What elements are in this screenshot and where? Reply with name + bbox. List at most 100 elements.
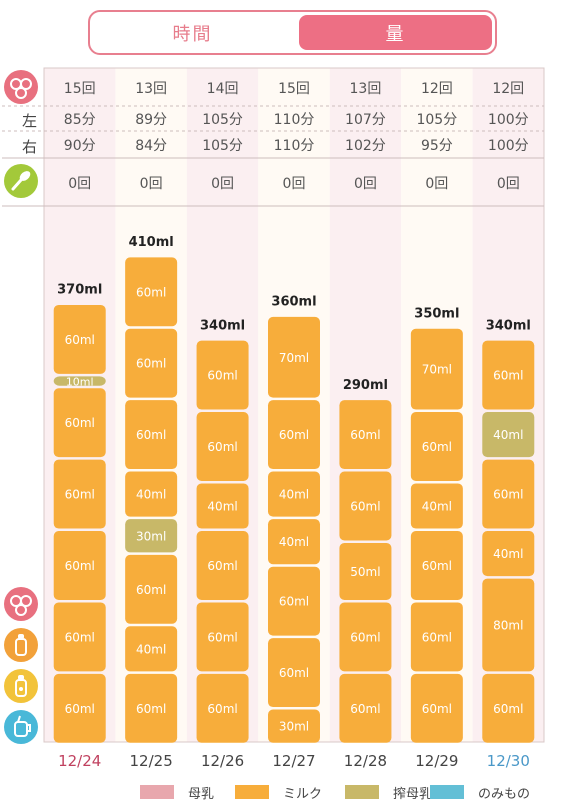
legend-label: のみもの <box>478 786 531 802</box>
feed-segment <box>410 328 463 410</box>
cup-icon <box>4 710 38 744</box>
view-toggle: 時間 量 <box>88 10 497 55</box>
segment-label: 60ml <box>207 702 237 716</box>
segment-label: 60ml <box>65 333 95 347</box>
feed-segment <box>53 376 106 386</box>
legend-label: 母乳 <box>188 786 215 802</box>
right-minutes-cell: 84分 <box>135 138 167 154</box>
segment-label: 60ml <box>279 428 309 442</box>
food-count-cell: 0回 <box>425 176 448 192</box>
legend: 母乳 ミルク 搾母乳 のみもの <box>140 781 580 803</box>
tab-amount[interactable]: 量 <box>299 15 492 50</box>
feed-segment <box>268 316 320 398</box>
feed-segment <box>339 471 392 541</box>
spoon-icon <box>4 164 38 198</box>
segment-label: 60ml <box>350 500 380 514</box>
feed-segment <box>53 304 106 374</box>
segment-label: 60ml <box>279 666 309 680</box>
feed-segment <box>482 412 535 458</box>
feed-segment <box>268 709 320 743</box>
total-label: 290ml <box>343 378 388 393</box>
segment-label: 60ml <box>493 369 523 383</box>
feed-segment <box>268 638 320 708</box>
segment-label: 60ml <box>65 559 95 573</box>
milk-bottle-icon <box>4 628 38 662</box>
feed-segment <box>339 400 392 470</box>
legend-label: ミルク <box>283 786 323 802</box>
right-minutes-cell: 105分 <box>202 138 243 154</box>
feed-segment <box>53 602 106 672</box>
segment-label: 60ml <box>493 488 523 502</box>
feed-segment <box>268 566 320 636</box>
food-count-cell: 0回 <box>68 176 91 192</box>
segment-label: 30ml <box>136 529 166 543</box>
left-minutes-cell: 105分 <box>202 112 243 128</box>
breast-icon <box>4 587 38 621</box>
legend-item-expressed-milk: 搾母乳 <box>345 781 432 803</box>
feed-segment <box>196 412 249 481</box>
date-label: 12/24 <box>58 752 101 770</box>
expressed-milk-bottle-icon <box>4 669 38 703</box>
breast-count-cell: 12回 <box>421 81 453 97</box>
date-label: 12/29 <box>415 752 458 770</box>
segment-label: 60ml <box>422 559 452 573</box>
feed-segment <box>125 328 178 398</box>
feed-segment <box>53 673 106 743</box>
legend-item-drinks: のみもの <box>430 781 530 803</box>
left-minutes-cell: 89分 <box>135 112 167 128</box>
segment-label: 40ml <box>493 547 523 561</box>
feed-segment <box>339 542 392 600</box>
left-side-label: 左 <box>22 112 38 130</box>
breast-count-cell: 12回 <box>492 81 524 97</box>
left-minutes-cell: 85分 <box>64 112 96 128</box>
segment-label: 60ml <box>136 428 166 442</box>
total-label: 370ml <box>57 283 102 298</box>
food-count-cell: 0回 <box>354 176 377 192</box>
left-minutes-cell: 107分 <box>345 112 386 128</box>
feed-segment <box>125 471 178 517</box>
segment-label: 60ml <box>350 428 380 442</box>
left-minutes-cell: 110分 <box>274 112 315 128</box>
feed-segment <box>268 471 320 517</box>
segment-label: 40ml <box>422 500 452 514</box>
food-count-cell: 0回 <box>211 176 234 192</box>
breast-count-cell: 13回 <box>350 81 382 97</box>
feed-segment <box>410 483 463 529</box>
breast-icon <box>4 70 38 104</box>
segment-label: 60ml <box>350 702 380 716</box>
feed-segment <box>339 602 392 672</box>
right-minutes-cell: 102分 <box>345 138 386 154</box>
total-label: 350ml <box>414 307 459 322</box>
feed-segment <box>410 602 463 672</box>
tab-time[interactable]: 時間 <box>172 23 213 45</box>
total-label: 360ml <box>271 295 316 310</box>
breast-count-cell: 15回 <box>278 81 310 97</box>
segment-label: 70ml <box>279 351 309 365</box>
feed-segment <box>53 388 106 458</box>
legend-item-formula: ミルク <box>235 781 322 803</box>
legend-swatch <box>345 785 379 799</box>
right-minutes-cell: 110分 <box>274 138 315 154</box>
segment-label: 60ml <box>65 630 95 644</box>
segment-label: 40ml <box>493 428 523 442</box>
left-minutes-cell: 105分 <box>416 112 457 128</box>
feed-segment <box>196 673 249 743</box>
date-label: 12/25 <box>130 752 173 770</box>
feed-segment <box>410 412 463 481</box>
feed-segment <box>268 400 320 470</box>
feed-segment <box>482 459 535 529</box>
feed-segment <box>482 531 535 577</box>
feed-segment <box>196 602 249 672</box>
legend-swatch <box>235 785 269 799</box>
segment-label: 60ml <box>136 583 166 597</box>
feed-segment <box>196 531 249 600</box>
segment-label: 30ml <box>279 720 309 734</box>
segment-label: 60ml <box>65 488 95 502</box>
segment-label: 60ml <box>350 630 380 644</box>
feed-segment <box>125 626 178 672</box>
date-label: 12/26 <box>201 752 244 770</box>
feed-segment <box>125 257 178 327</box>
segment-label: 60ml <box>207 630 237 644</box>
date-label: 12/30 <box>487 752 530 770</box>
segment-label: 60ml <box>65 416 95 430</box>
